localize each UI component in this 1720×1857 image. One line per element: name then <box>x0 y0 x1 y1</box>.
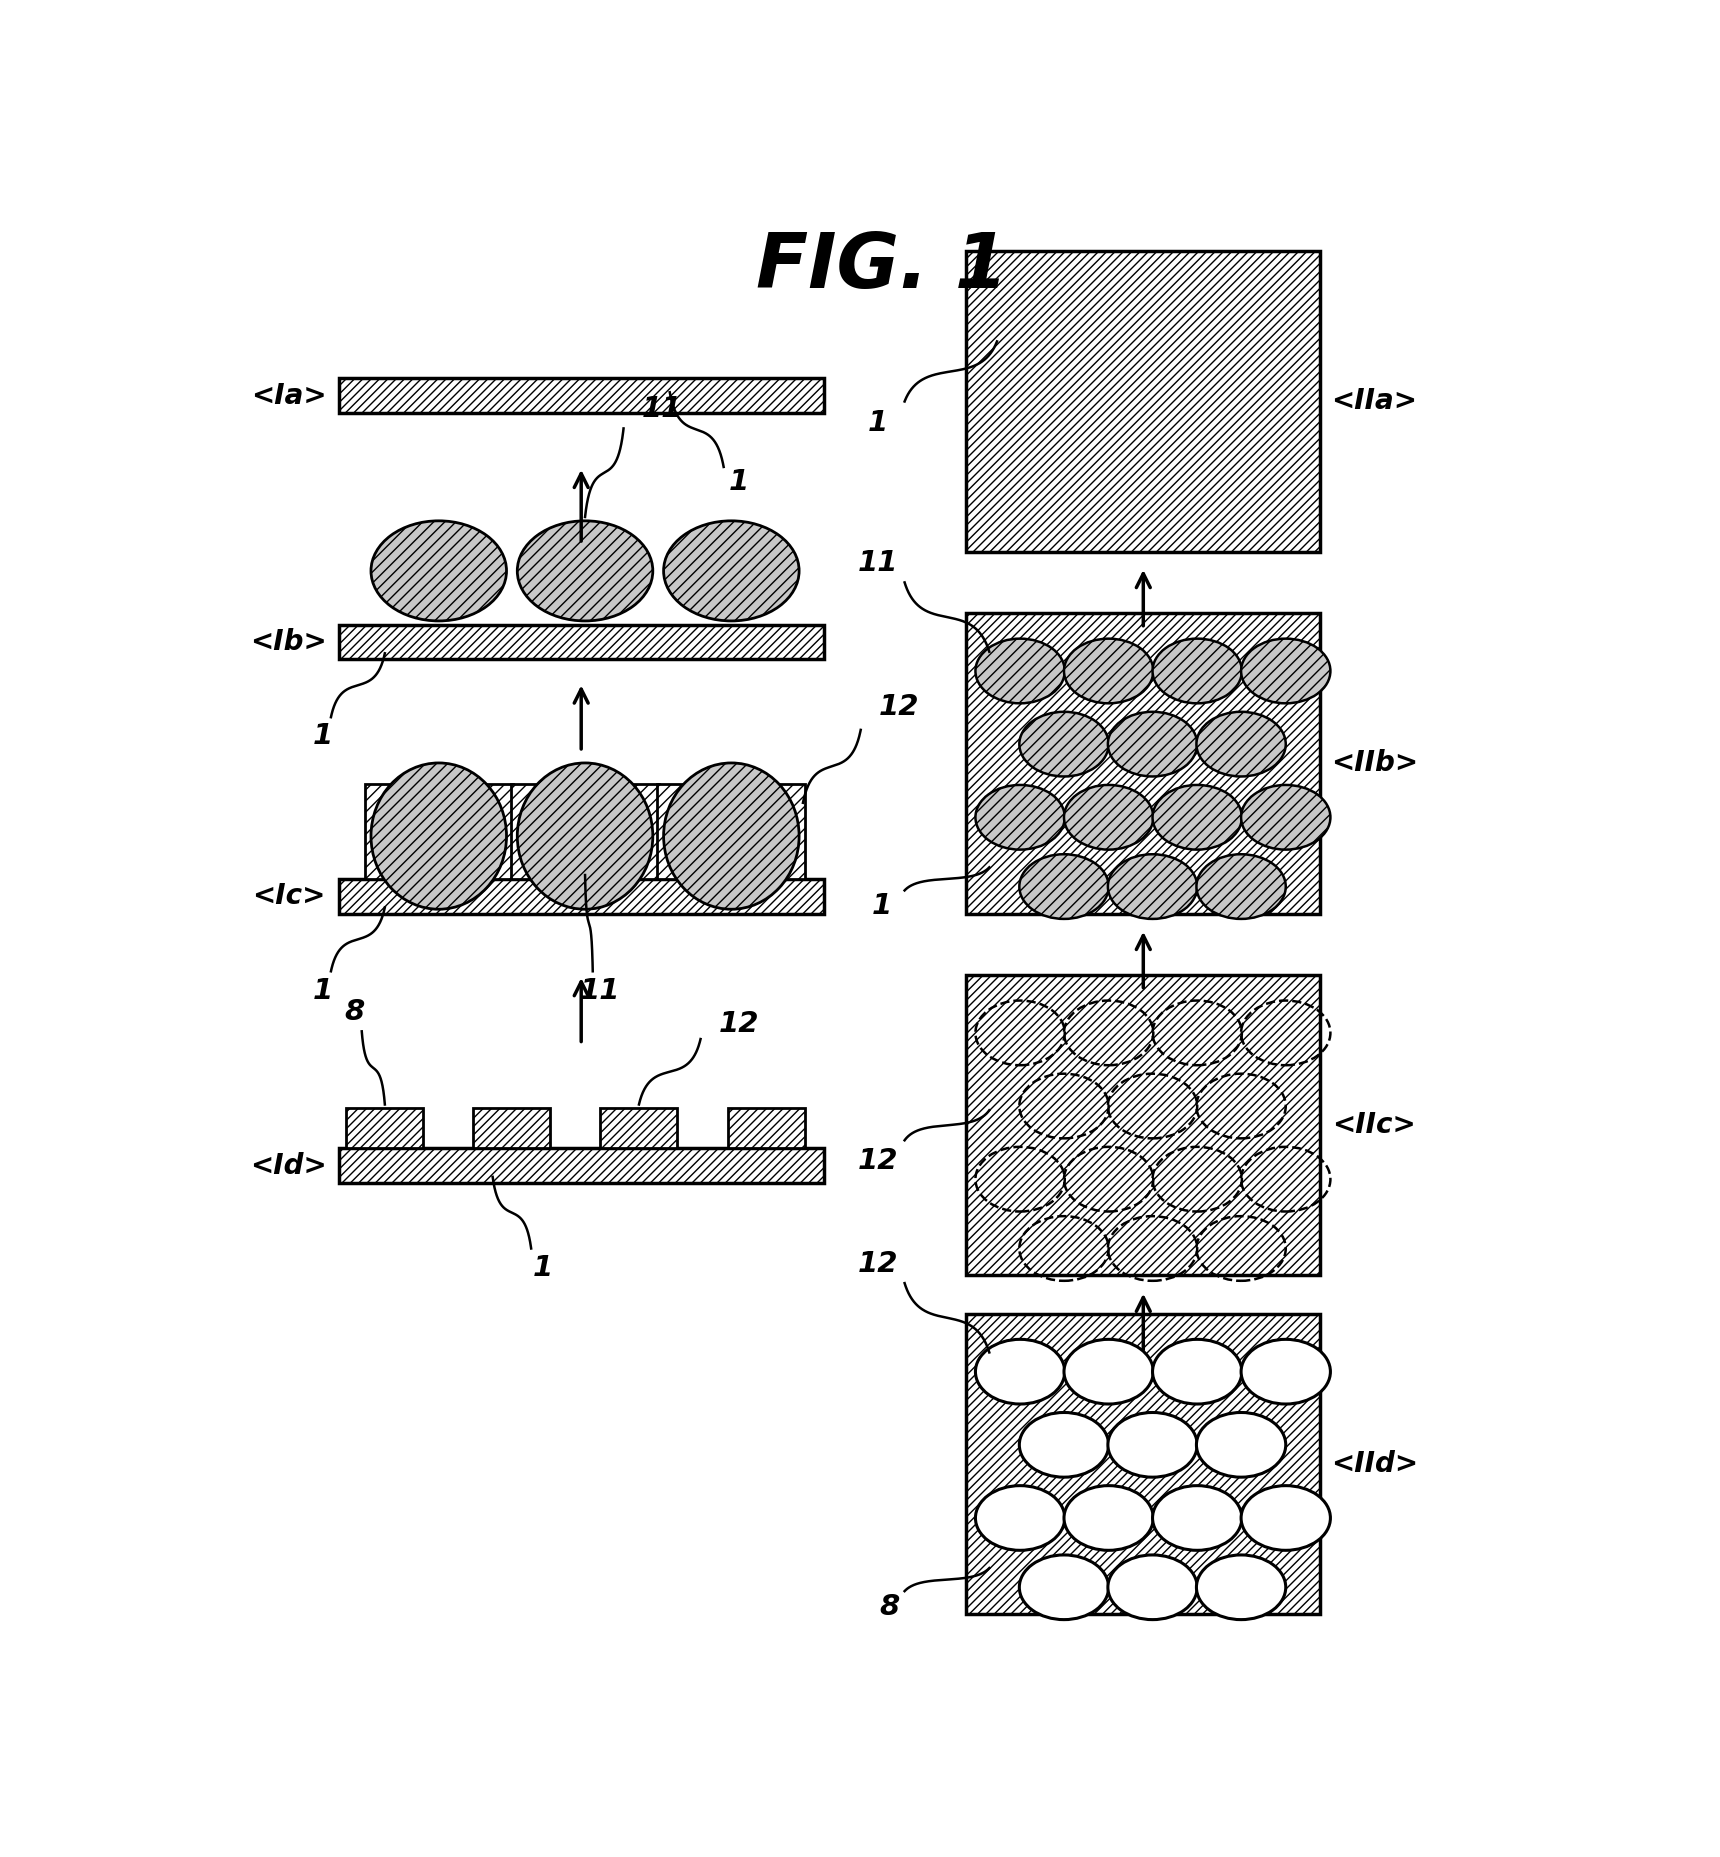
Ellipse shape <box>975 639 1065 704</box>
Bar <box>728 1109 805 1148</box>
Text: <IIc>: <IIc> <box>1333 1110 1416 1140</box>
Ellipse shape <box>372 763 506 910</box>
Ellipse shape <box>1065 1486 1154 1551</box>
Bar <box>657 784 805 878</box>
Ellipse shape <box>1242 1486 1330 1551</box>
Ellipse shape <box>1152 639 1242 704</box>
Text: 8: 8 <box>879 1593 900 1621</box>
Bar <box>473 1109 550 1148</box>
Ellipse shape <box>518 763 654 910</box>
Text: <IIb>: <IIb> <box>1331 750 1417 778</box>
Ellipse shape <box>1108 1554 1197 1619</box>
Text: 1: 1 <box>729 468 750 496</box>
Ellipse shape <box>975 1339 1065 1404</box>
Bar <box>365 784 513 878</box>
Text: 1: 1 <box>533 1253 552 1281</box>
Ellipse shape <box>518 520 654 620</box>
Ellipse shape <box>1197 711 1287 776</box>
Ellipse shape <box>664 763 800 910</box>
Text: 11: 11 <box>580 977 621 1005</box>
Bar <box>600 1109 678 1148</box>
Ellipse shape <box>1197 1554 1287 1619</box>
Bar <box>967 1315 1321 1614</box>
Ellipse shape <box>975 1486 1065 1551</box>
Text: FIG. 1: FIG. 1 <box>755 230 1008 305</box>
Text: <Ia>: <Ia> <box>251 383 327 410</box>
Text: <IIa>: <IIa> <box>1331 388 1417 416</box>
Text: 8: 8 <box>344 997 365 1027</box>
Bar <box>339 379 824 412</box>
Ellipse shape <box>1197 1413 1287 1476</box>
Text: <Ib>: <Ib> <box>249 628 327 656</box>
Text: <Ic>: <Ic> <box>251 882 325 910</box>
Ellipse shape <box>1065 639 1154 704</box>
Ellipse shape <box>1197 854 1287 919</box>
Text: 12: 12 <box>857 1250 898 1278</box>
Text: 1: 1 <box>313 722 334 750</box>
Text: 1: 1 <box>313 977 334 1005</box>
Ellipse shape <box>1020 1554 1109 1619</box>
Text: <Id>: <Id> <box>249 1151 327 1179</box>
Bar <box>511 784 659 878</box>
Bar <box>346 1109 423 1148</box>
Text: 12: 12 <box>719 1010 759 1038</box>
Ellipse shape <box>1108 854 1197 919</box>
Ellipse shape <box>1020 711 1109 776</box>
Text: 1: 1 <box>867 409 888 436</box>
Text: 1: 1 <box>872 891 891 919</box>
Bar <box>967 975 1321 1276</box>
Ellipse shape <box>1108 711 1197 776</box>
Text: <IId>: <IId> <box>1331 1450 1417 1478</box>
Bar <box>339 878 824 914</box>
Text: 12: 12 <box>879 693 920 721</box>
Ellipse shape <box>1065 1339 1154 1404</box>
Text: 12: 12 <box>857 1148 898 1175</box>
Bar <box>339 624 824 659</box>
Ellipse shape <box>1242 1339 1330 1404</box>
Bar <box>967 251 1321 552</box>
Ellipse shape <box>1020 1413 1109 1476</box>
Bar <box>339 1148 824 1183</box>
Ellipse shape <box>1242 639 1330 704</box>
Ellipse shape <box>975 786 1065 851</box>
Ellipse shape <box>1108 1413 1197 1476</box>
Text: 11: 11 <box>642 396 683 423</box>
Ellipse shape <box>664 520 800 620</box>
Ellipse shape <box>372 520 506 620</box>
Ellipse shape <box>1242 786 1330 851</box>
Ellipse shape <box>1152 1486 1242 1551</box>
Text: 11: 11 <box>857 550 898 578</box>
Ellipse shape <box>1065 786 1154 851</box>
Ellipse shape <box>1152 786 1242 851</box>
Ellipse shape <box>1152 1339 1242 1404</box>
Ellipse shape <box>1020 854 1109 919</box>
Bar <box>967 613 1321 914</box>
